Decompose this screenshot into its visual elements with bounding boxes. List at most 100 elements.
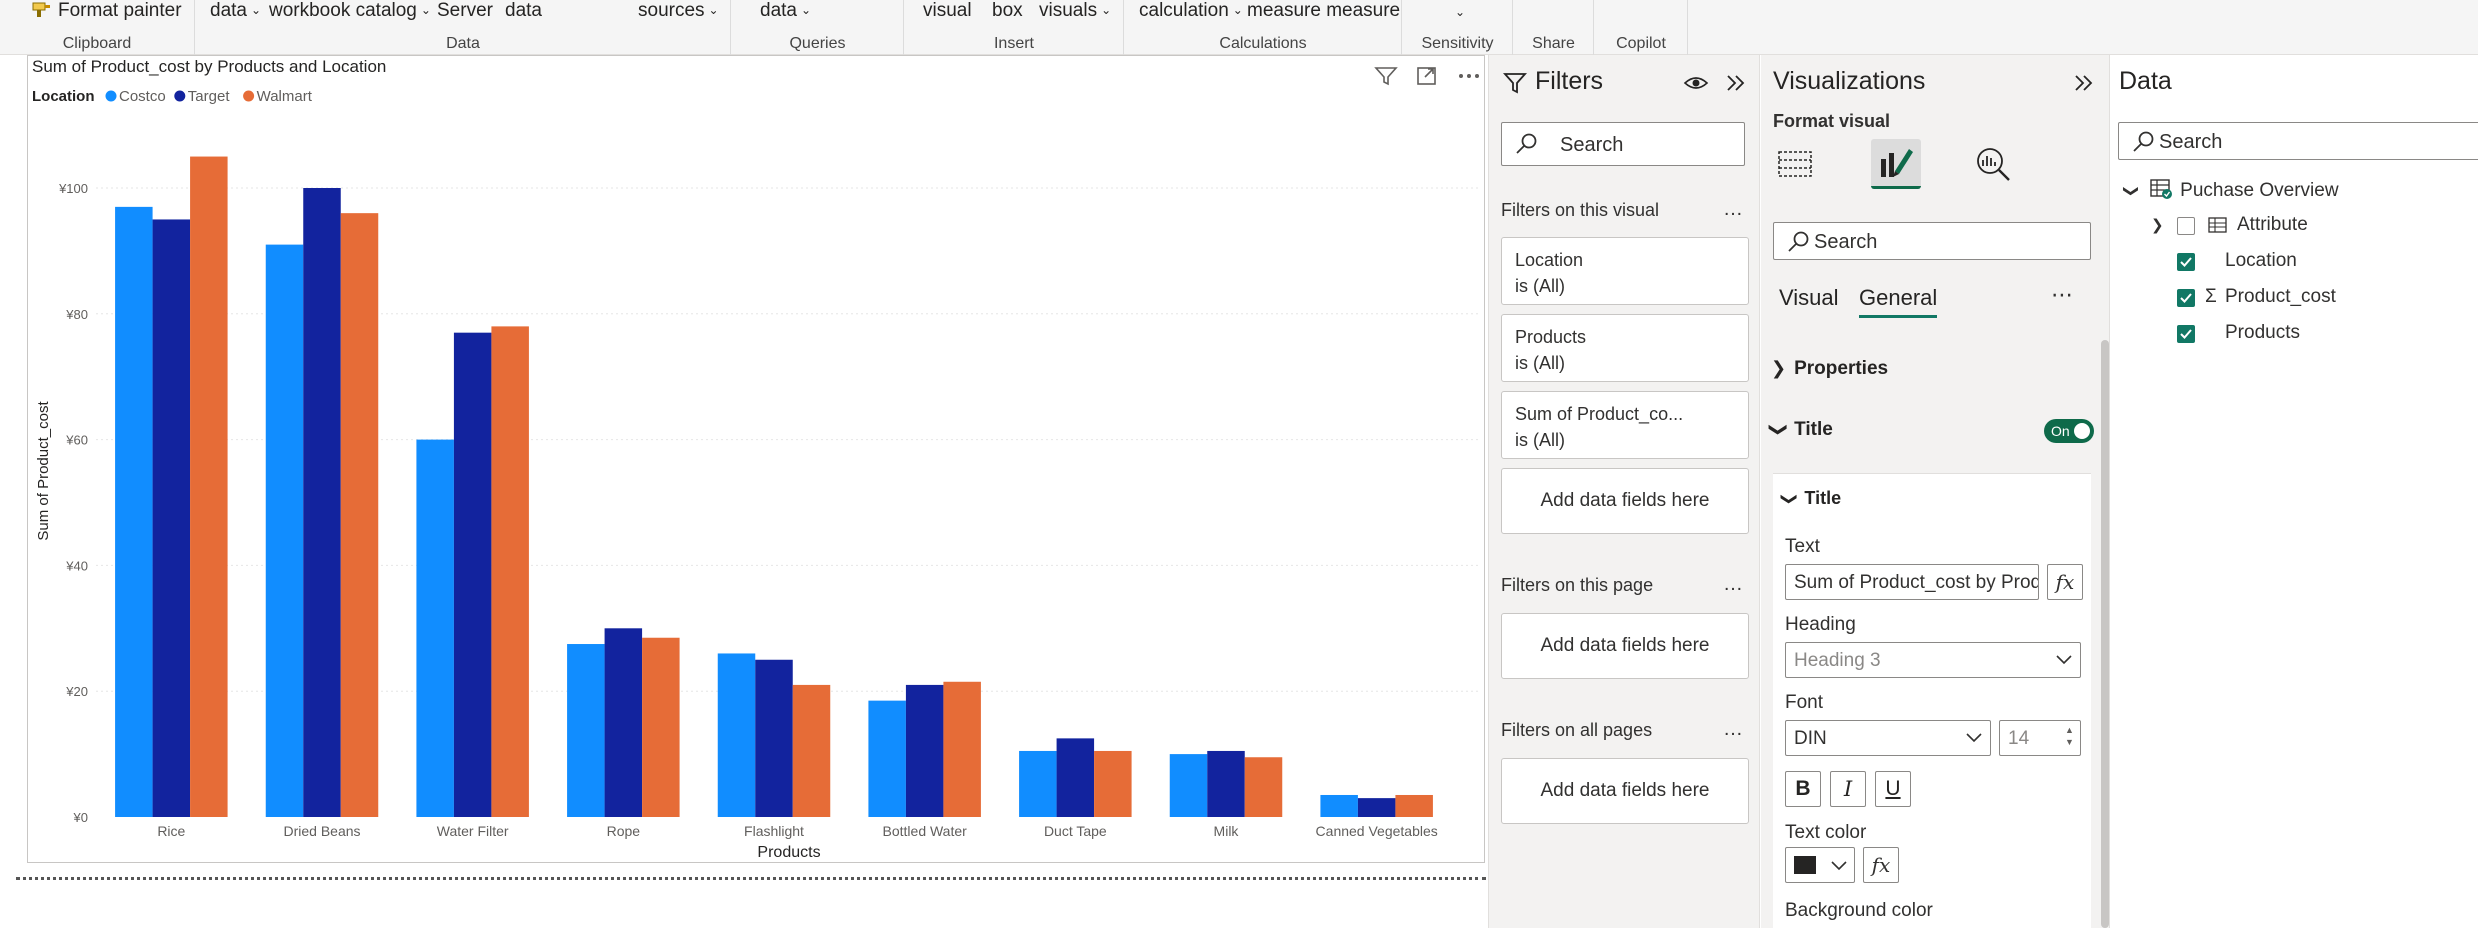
more-visuals-button[interactable]: visuals ⌄ <box>1039 0 1111 22</box>
ribbon-group-calculations: calculation ⌄ measure measure Calculation… <box>1125 0 1402 55</box>
new-visual-button[interactable]: visual <box>923 0 972 21</box>
more-options-icon[interactable]: … <box>1723 718 1744 740</box>
heading-select[interactable]: Heading 3 <box>1785 642 2081 678</box>
bar-walmart-rice <box>190 156 228 818</box>
title-toggle[interactable]: On <box>2044 419 2094 443</box>
field-checkbox[interactable] <box>2177 253 2195 271</box>
underline-button[interactable]: U <box>1875 771 1911 807</box>
add-page-filter-dropzone[interactable]: Add data fields here <box>1501 613 1749 679</box>
tab-visual[interactable]: Visual <box>1779 285 1839 310</box>
more-options-icon[interactable]: … <box>1723 198 1744 220</box>
font-size-stepper[interactable]: ▲ ▼ <box>2065 725 2074 747</box>
collapse-pane-icon[interactable] <box>2073 73 2095 93</box>
text-box-button[interactable]: box <box>992 0 1023 21</box>
title-subsection-label: Title <box>1804 488 1842 508</box>
checkmark-icon <box>2180 257 2192 267</box>
filters-search-input[interactable]: Search <box>1501 122 1745 166</box>
field-name: Location <box>2225 250 2297 271</box>
font-size-input[interactable]: 14 <box>1999 720 2081 756</box>
workbook-catalog-button[interactable]: workbook catalog ⌄ <box>269 0 431 22</box>
chevron-down-icon: ❯ <box>2122 184 2140 198</box>
server-button[interactable]: Server <box>437 0 493 21</box>
data-search-input[interactable]: Search <box>2118 122 2478 160</box>
more-options-icon[interactable]: ⋯ <box>2051 282 2074 307</box>
bar-target-rice <box>152 219 191 817</box>
legend-item: Walmart <box>257 88 313 105</box>
filter-card-product-cost[interactable]: Sum of Product_co... is (All) <box>1501 391 1749 459</box>
bar-target-milk <box>1207 750 1245 817</box>
title-section-label: Title <box>1794 419 1833 440</box>
text-color-label: Text color <box>1785 822 1867 843</box>
table-icon <box>2150 179 2172 199</box>
font-size-value: 14 <box>2008 728 2030 749</box>
format-painter-icon <box>32 2 50 17</box>
clustered-column-chart-visual[interactable]: Sum of Product_cost by Products and Loca… <box>27 55 1485 863</box>
format-painter-button[interactable]: Format painter <box>32 0 182 22</box>
italic-button[interactable]: I <box>1830 771 1866 807</box>
tab-general[interactable]: General <box>1859 285 1938 318</box>
eye-icon[interactable] <box>1683 73 1709 93</box>
build-visual-icon[interactable] <box>1775 144 1815 184</box>
data-button[interactable]: data <box>505 0 542 21</box>
field-checkbox[interactable] <box>2177 217 2195 235</box>
focus-mode-icon[interactable] <box>1414 64 1440 88</box>
format-visual-label: Format visual <box>1773 111 1891 131</box>
format-search-input[interactable]: Search <box>1773 222 2091 260</box>
field-checkbox[interactable] <box>2177 325 2195 343</box>
more-options-icon[interactable] <box>1456 64 1482 88</box>
collapse-pane-icon[interactable] <box>1725 73 1747 93</box>
text-color-fx-button[interactable]: fx <box>1863 847 1899 883</box>
data-pane-title: Data <box>2119 67 2172 95</box>
new-calculation-button[interactable]: calculation ⌄ <box>1139 0 1243 22</box>
text-color-picker[interactable] <box>1785 847 1855 883</box>
bar-target-dried-beans <box>303 188 341 817</box>
ribbon-group-data: data ⌄ workbook catalog ⌄ Server data sour… <box>196 0 731 55</box>
analytics-icon[interactable] <box>1973 144 2013 184</box>
y-tick-label: ¥0 <box>73 810 88 825</box>
title-section-header[interactable]: ❯ Title <box>1769 419 1833 441</box>
title-text-input[interactable]: Sum of Product_cost by Products and Loca… <box>1785 564 2039 600</box>
sources-button[interactable]: sources ⌄ <box>638 0 719 22</box>
background-color-label: Background color <box>1785 900 1933 921</box>
filter-card-state: is (All) <box>1515 276 1565 296</box>
filter-card-state: is (All) <box>1515 430 1565 450</box>
add-report-filter-dropzone[interactable]: Add data fields here <box>1501 758 1749 824</box>
bold-button[interactable]: B <box>1785 771 1821 807</box>
font-family-select[interactable]: DIN <box>1785 720 1991 756</box>
bar-walmart-canned-vegetables <box>1395 794 1433 817</box>
chevron-down-icon: ⌄ <box>1232 3 1243 17</box>
filter-icon[interactable] <box>1373 64 1399 88</box>
toggle-state: On <box>2051 423 2070 439</box>
x-tick-label: Milk <box>1214 823 1240 839</box>
report-canvas: Sum of Product_cost by Products and Loca… <box>0 55 1487 928</box>
queries-data-button[interactable]: data ⌄ <box>760 0 811 22</box>
bar-target-flashlight <box>755 659 793 817</box>
format-visual-tab[interactable] <box>1871 139 1921 189</box>
chevron-down-icon: ⌄ <box>708 3 719 17</box>
field-checkbox[interactable] <box>2177 289 2195 307</box>
title-text-fx-button[interactable]: fx <box>2047 564 2083 600</box>
title-subsection-header[interactable]: ❯ Title <box>1781 488 1842 509</box>
filter-card-location[interactable]: Location is (All) <box>1501 237 1749 305</box>
field-attribute[interactable]: ❯ Attribute <box>2151 214 2308 236</box>
chevron-down-icon <box>1831 861 1847 871</box>
new-calculation-label: calculation <box>1139 0 1229 21</box>
field-name: Attribute <box>2237 214 2308 235</box>
y-tick-label: ¥80 <box>65 307 88 322</box>
chart-title: Sum of Product_cost by Products and Loca… <box>32 57 386 76</box>
ribbon-group-label: Insert <box>993 35 1034 52</box>
sensitivity-button[interactable]: ⌄ <box>1451 2 1465 24</box>
bar-costco-duct-tape <box>1019 750 1057 817</box>
properties-section-header[interactable]: ❯ Properties <box>1771 358 1888 380</box>
format-pane-scrollbar[interactable] <box>2101 340 2109 928</box>
filter-card-products[interactable]: Products is (All) <box>1501 314 1749 382</box>
legend-item: Target <box>188 88 231 105</box>
more-visuals-label: visuals <box>1039 0 1098 21</box>
table-node-purchase-overview[interactable]: ❯ Puchase Overview <box>2122 178 2339 202</box>
get-data-button[interactable]: data ⌄ <box>210 0 261 22</box>
add-visual-filter-dropzone[interactable]: Add data fields here <box>1501 468 1749 534</box>
more-options-icon[interactable]: … <box>1723 573 1744 595</box>
quick-measure-button[interactable]: measure measure <box>1247 0 1401 21</box>
sigma-icon: Σ <box>2205 286 2217 307</box>
x-tick-label: Water Filter <box>437 823 509 839</box>
